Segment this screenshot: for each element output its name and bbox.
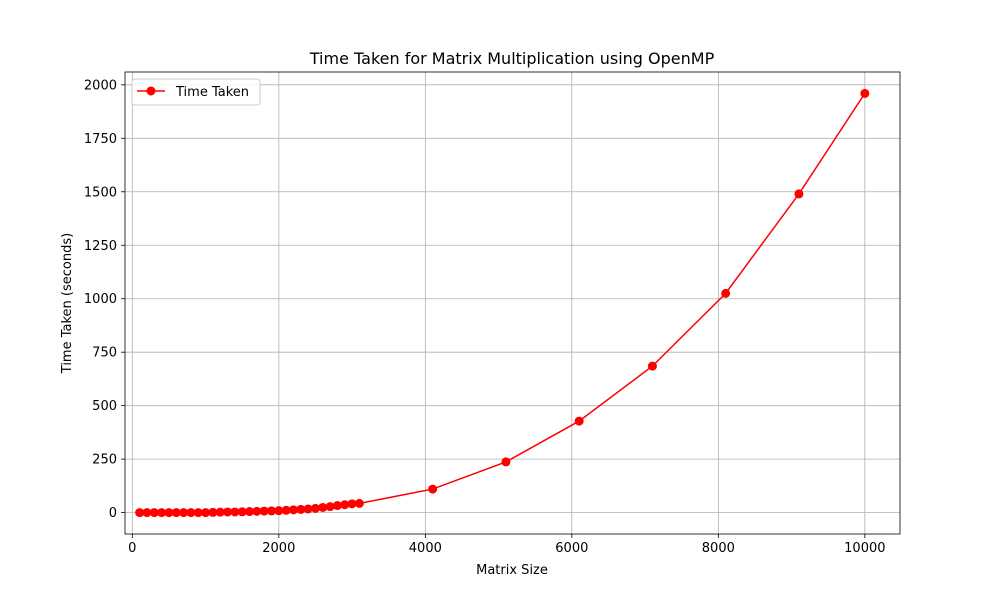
data-point — [186, 508, 196, 518]
x-tick-label: 4000 — [409, 541, 442, 556]
data-point — [288, 505, 298, 515]
x-tick-label: 10000 — [844, 541, 885, 556]
legend: Time Taken — [131, 78, 261, 106]
data-point — [157, 508, 167, 518]
data-point — [274, 506, 284, 516]
y-tick-label: 750 — [92, 346, 117, 361]
y-tick-label: 250 — [92, 453, 117, 468]
y-tick-label: 0 — [109, 506, 117, 521]
data-point — [149, 508, 159, 518]
ticks: 0 2000 4000 6000 8000 10000 0 250 500 750 1000 1250… — [84, 78, 886, 556]
x-tick-label: 0 — [128, 541, 136, 556]
data-point — [230, 507, 240, 517]
legend-label: Time Taken — [175, 85, 249, 100]
x-tick-label: 6000 — [555, 541, 588, 556]
data-point — [647, 361, 657, 371]
data-point — [325, 502, 335, 512]
data-point — [135, 508, 145, 518]
grid — [125, 72, 900, 534]
data-point — [171, 508, 181, 518]
data-point — [179, 508, 189, 518]
data-point — [245, 507, 255, 517]
data-point — [574, 416, 584, 426]
data-point — [201, 508, 211, 518]
y-tick-label: 500 — [92, 399, 117, 414]
data-point — [860, 88, 870, 98]
legend-box — [131, 78, 261, 106]
series-layer — [135, 88, 870, 518]
x-tick-label: 2000 — [262, 541, 295, 556]
data-point — [310, 503, 320, 513]
x-tick-label: 8000 — [702, 541, 735, 556]
data-point — [318, 502, 328, 512]
data-point — [340, 500, 350, 510]
plot-frame — [124, 71, 901, 535]
data-point — [259, 506, 269, 516]
data-point — [215, 507, 225, 517]
x-axis-label: Matrix Size — [476, 563, 548, 578]
data-point — [428, 484, 438, 494]
data-point — [193, 508, 203, 518]
data-point — [142, 508, 152, 518]
data-point — [252, 506, 262, 516]
data-point — [332, 501, 342, 511]
data-point — [296, 504, 306, 514]
data-point — [354, 498, 364, 508]
data-point — [164, 508, 174, 518]
data-point — [281, 505, 291, 515]
y-tick-label: 1250 — [84, 239, 117, 254]
data-point — [794, 189, 804, 199]
y-axis-label: Time Taken (seconds) — [60, 233, 75, 374]
data-point — [303, 504, 313, 514]
data-point — [208, 507, 218, 517]
y-tick-label: 1000 — [84, 292, 117, 307]
data-point — [237, 507, 247, 517]
data-point — [347, 499, 357, 509]
y-tick-label: 1500 — [84, 185, 117, 200]
data-point — [223, 507, 233, 517]
chart-title: Time Taken for Matrix Multiplication usi… — [309, 49, 715, 68]
y-tick-label: 2000 — [84, 78, 117, 93]
data-point — [501, 457, 511, 467]
legend-marker — [146, 86, 156, 96]
y-tick-label: 1750 — [84, 132, 117, 147]
data-point — [721, 288, 731, 298]
data-point — [267, 506, 277, 516]
